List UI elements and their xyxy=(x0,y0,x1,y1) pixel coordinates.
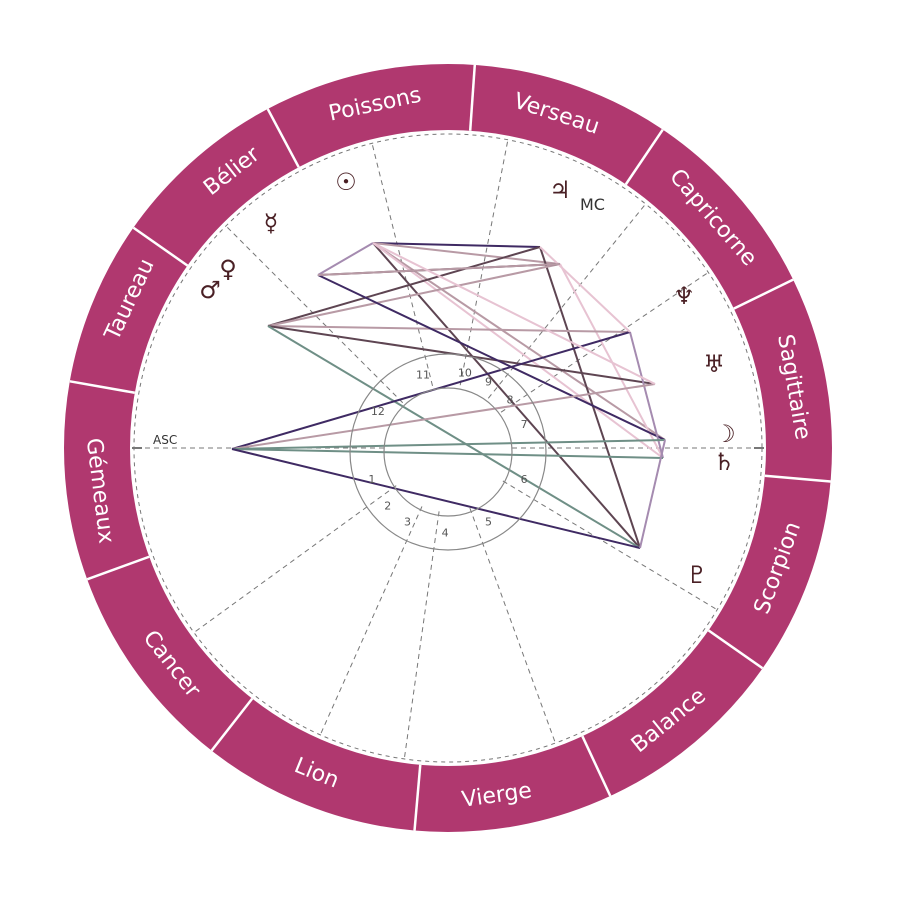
pluto-icon: ♇ xyxy=(686,561,708,589)
house-cusp-line xyxy=(193,485,397,633)
aspect-line xyxy=(372,242,656,385)
house-cusp-line xyxy=(502,480,718,611)
aspect-line xyxy=(231,448,664,459)
house-cusp-line xyxy=(225,225,404,404)
sign-divider xyxy=(707,629,764,670)
aspect-line xyxy=(317,242,374,276)
aspect-line xyxy=(267,263,561,327)
house-cusp-line xyxy=(403,511,440,760)
aspect-lines xyxy=(231,242,666,549)
aspect-line xyxy=(231,439,666,450)
house-number: 5 xyxy=(485,516,492,529)
house-number: 2 xyxy=(384,500,391,513)
aspect-line xyxy=(372,242,541,248)
house-cusp-line xyxy=(371,143,434,387)
house-number: 11 xyxy=(416,368,430,381)
house-cusp-line xyxy=(500,271,709,413)
sign-divider xyxy=(581,735,612,797)
sign-divider xyxy=(624,128,664,186)
aspect-line xyxy=(231,448,641,549)
mc-label: MC xyxy=(580,195,605,214)
jupiter-icon: ♃ xyxy=(549,176,571,204)
house-inner-circle xyxy=(383,387,513,517)
aspect-line xyxy=(267,325,631,333)
sign-divider xyxy=(413,764,422,831)
aspect-line xyxy=(639,439,666,549)
neptune-icon: ♆ xyxy=(673,282,695,310)
uranus-icon: ♅ xyxy=(703,350,725,378)
aspect-line xyxy=(559,263,664,459)
aspect-line xyxy=(539,246,641,549)
house-number: 9 xyxy=(485,375,492,388)
sign-divider xyxy=(468,64,477,131)
house-number: 8 xyxy=(507,393,514,406)
ring-band xyxy=(64,64,832,832)
house-number: 4 xyxy=(442,526,449,539)
sign-divider xyxy=(733,278,794,310)
sign-divider xyxy=(764,474,831,483)
aspect-line xyxy=(317,263,561,276)
sun-icon: ☉ xyxy=(335,168,357,196)
house-number: 7 xyxy=(521,418,528,431)
chart-interior xyxy=(132,133,764,763)
sign-divider xyxy=(132,226,189,267)
mars-icon: ♂ xyxy=(199,276,221,304)
aspect-line xyxy=(372,242,561,265)
aspect-line xyxy=(629,331,664,459)
aspect-line xyxy=(372,242,666,441)
house-cusp-line xyxy=(319,506,423,736)
moon-icon: ☽ xyxy=(714,420,736,448)
house-number: 1 xyxy=(368,473,375,486)
house-outer-circle xyxy=(349,353,547,551)
house-number: 12 xyxy=(371,405,385,418)
sign-divider xyxy=(69,380,136,395)
aspect-line xyxy=(539,246,631,333)
aspect-line xyxy=(267,325,641,549)
aspect-line xyxy=(372,242,664,459)
house-number: 3 xyxy=(404,516,411,529)
angle-labels: ASC MC xyxy=(153,195,605,447)
aspect-line xyxy=(317,274,666,441)
venus-icon: ♀ xyxy=(219,255,237,283)
house-number: 10 xyxy=(458,366,472,379)
aspect-line xyxy=(231,383,656,450)
zodiac-ring: Poissons VerseauCapricorneSagittaireScorp… xyxy=(64,64,832,832)
sign-divider xyxy=(266,108,300,168)
sign-divider xyxy=(86,555,150,581)
asc-label: ASC xyxy=(153,433,177,447)
mercury-icon: ☿ xyxy=(264,209,279,237)
sign-divider xyxy=(210,697,254,752)
aspect-line xyxy=(267,246,541,327)
saturn-icon: ♄ xyxy=(713,448,735,476)
house-cusp-line xyxy=(469,507,556,744)
planet-glyphs: ☉ ☿ ♂♀ ♃ ♆ ♅ ☽♄ ♇ xyxy=(199,168,736,589)
house-cusp-line xyxy=(459,139,509,386)
house-number: 6 xyxy=(521,473,528,486)
house-cusp-line xyxy=(487,203,646,399)
